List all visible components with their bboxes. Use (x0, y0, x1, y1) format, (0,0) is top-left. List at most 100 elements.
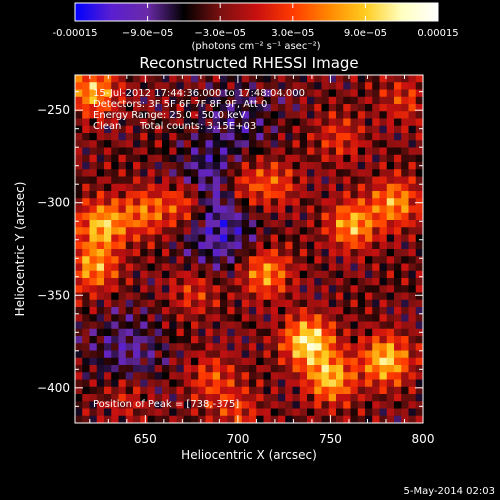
heatmap-cell (75, 285, 83, 294)
heatmap-cell (241, 140, 250, 149)
heatmap-cell (147, 154, 156, 163)
heatmap-cell (125, 82, 134, 91)
heatmap-cell (205, 394, 214, 402)
heatmap-cell (321, 408, 330, 417)
x-axis-label: Heliocentric X (arcsec) (181, 448, 317, 462)
heatmap-cell (357, 386, 366, 395)
colorbar-tick-label: 3.0e−05 (271, 28, 314, 39)
heatmap-cell (372, 357, 381, 366)
heatmap-cell (191, 154, 199, 163)
heatmap-cell (75, 82, 83, 91)
heatmap-cell (372, 104, 381, 112)
heatmap-cell (328, 198, 337, 207)
heatmap-cell (415, 270, 423, 279)
heatmap-cell (372, 365, 381, 373)
heatmap-cell (372, 212, 381, 221)
heatmap-cell (314, 212, 323, 221)
heatmap-cell (169, 162, 178, 170)
heatmap-cell (365, 307, 373, 315)
heatmap-cell (125, 183, 134, 192)
heatmap-cell (256, 118, 265, 127)
heatmap-cell (328, 278, 337, 286)
heatmap-cell (154, 176, 163, 185)
heatmap-cell (328, 147, 337, 156)
heatmap-cell (162, 328, 170, 337)
heatmap-cell (350, 350, 359, 359)
heatmap-cell (401, 350, 410, 359)
heatmap-cell (343, 415, 352, 423)
heatmap-cell (314, 169, 323, 178)
heatmap-cell (205, 343, 214, 352)
heatmap-cell (96, 154, 105, 163)
heatmap-cell (162, 256, 170, 265)
heatmap-cell (89, 169, 98, 178)
heatmap-cell (133, 285, 141, 294)
heatmap-cell (278, 89, 286, 98)
heatmap-cell (212, 299, 221, 308)
heatmap-cell (212, 191, 221, 199)
heatmap-cell (82, 125, 91, 134)
heatmap-cell (89, 154, 98, 163)
heatmap-cell (111, 372, 120, 381)
heatmap-cell (314, 104, 323, 112)
heatmap-cell (379, 386, 388, 395)
heatmap-cell (241, 111, 250, 120)
heatmap-cell (350, 307, 359, 315)
heatmap-cell (111, 205, 120, 214)
heatmap-cell (350, 154, 359, 163)
heatmap-cell (386, 408, 395, 417)
heatmap-cell (234, 321, 243, 330)
heatmap-cell (147, 125, 156, 134)
heatmap-cell (147, 118, 156, 127)
heatmap-cell (365, 401, 373, 410)
heatmap-cell (104, 343, 112, 352)
heatmap-cell (162, 183, 170, 192)
heatmap-cell (176, 82, 185, 91)
heatmap-cell (299, 191, 308, 199)
heatmap-cell (111, 408, 120, 417)
heatmap-cell (104, 125, 112, 134)
heatmap-cell (89, 321, 98, 330)
heatmap-cell (299, 365, 308, 373)
heatmap-cell (386, 270, 395, 279)
heatmap-cell (104, 220, 112, 228)
heatmap-cell (89, 379, 98, 388)
heatmap-cell (357, 394, 366, 402)
heatmap-cell (234, 140, 243, 149)
heatmap-cell (307, 343, 315, 352)
heatmap-cell (350, 256, 359, 265)
heatmap-cell (75, 96, 83, 105)
heatmap-cell (365, 336, 373, 344)
heatmap-cell (82, 191, 91, 199)
y-tick-label: −400 (37, 381, 70, 395)
heatmap-cell (89, 278, 98, 286)
heatmap-cell (263, 321, 272, 330)
heatmap-cell (408, 270, 417, 279)
heatmap-cell (372, 394, 381, 402)
heatmap-cell (343, 89, 352, 98)
heatmap-cell (75, 372, 83, 381)
heatmap-cell (118, 234, 127, 243)
heatmap-cell (292, 299, 301, 308)
heatmap-cell (227, 263, 236, 272)
heatmap-cell (96, 162, 105, 170)
heatmap-cell (299, 133, 308, 141)
heatmap-cell (169, 314, 178, 323)
heatmap-cell (111, 307, 120, 315)
heatmap-cell (372, 386, 381, 395)
heatmap-cell (147, 256, 156, 265)
heatmap-cell (365, 386, 373, 395)
heatmap-cell (111, 292, 120, 301)
heatmap-cell (379, 328, 388, 337)
heatmap-cell (365, 263, 373, 272)
heatmap-cell (321, 154, 330, 163)
heatmap-cell (372, 169, 381, 178)
heatmap-cell (176, 249, 185, 257)
heatmap-cell (285, 249, 294, 257)
heatmap-cell (118, 227, 127, 236)
heatmap-cell (104, 278, 112, 286)
heatmap-cell (118, 307, 127, 315)
heatmap-cell (357, 234, 366, 243)
heatmap-cell (75, 415, 83, 423)
heatmap-cell (249, 278, 257, 286)
